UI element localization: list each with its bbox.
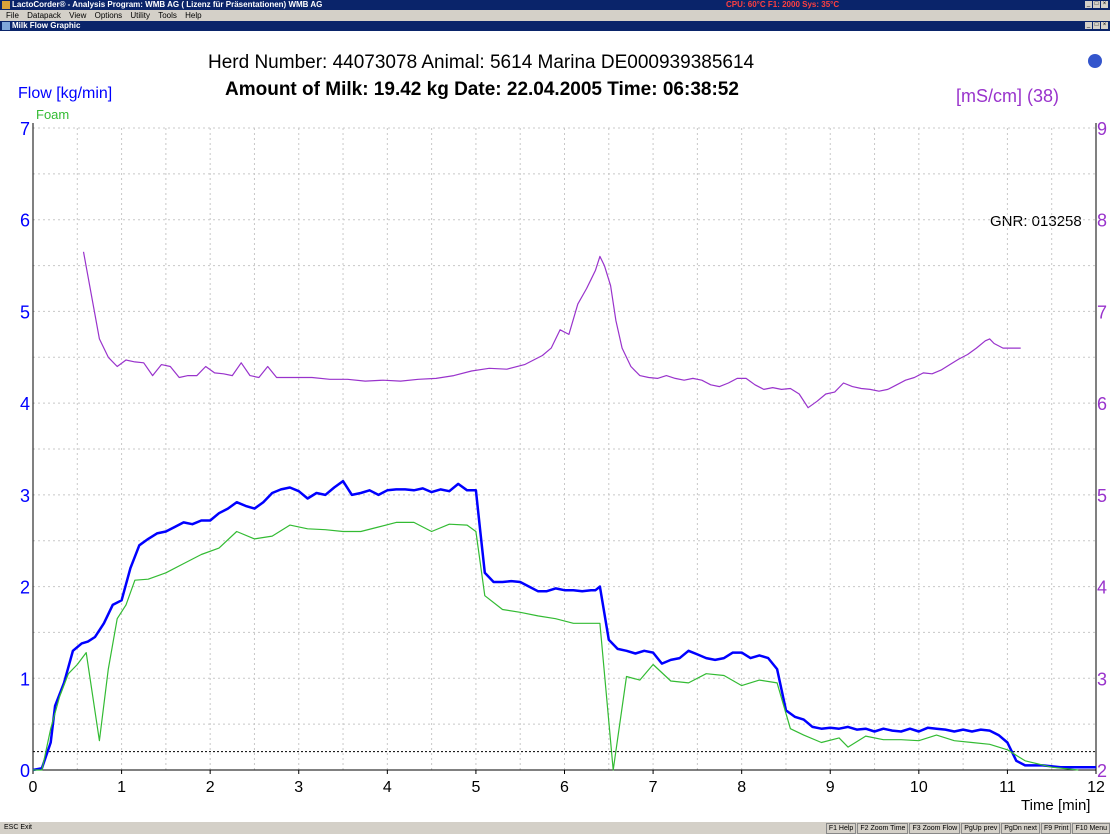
- x-axis-label: Time [min]: [1021, 797, 1091, 814]
- logo-icon: [1088, 54, 1102, 68]
- window-controls: _ □ ×: [1085, 1, 1108, 8]
- y2-tick-label: 2: [1097, 761, 1107, 781]
- y2-tick-label: 8: [1097, 211, 1107, 231]
- series-line-flow: [32, 479, 1096, 772]
- fkey-zoom-flow[interactable]: F3 Zoom Flow: [909, 823, 961, 834]
- y-tick-label: 1: [20, 669, 30, 689]
- menu-datapack[interactable]: Datapack: [27, 11, 61, 20]
- herd-animal-info: Herd Number: 44073078 Animal: 5614 Marin…: [208, 52, 755, 73]
- subwindow-controls: _ □ ×: [1085, 22, 1108, 29]
- fkey-menu[interactable]: F10 Menu: [1072, 823, 1110, 834]
- y-tick-label: 5: [20, 302, 30, 322]
- x-tick-label: 12: [1087, 779, 1105, 796]
- menu-tools[interactable]: Tools: [158, 11, 177, 20]
- close-button[interactable]: ×: [1101, 1, 1108, 8]
- minimize-button[interactable]: _: [1085, 1, 1092, 8]
- y2-tick-label: 3: [1097, 669, 1107, 689]
- foam-label: Foam: [36, 107, 70, 122]
- y-tick-label: 6: [20, 211, 30, 231]
- status-bar: ESC Exit F1 Help F2 Zoom Time F3 Zoom Fl…: [0, 822, 1110, 834]
- flow-axis-label: Flow [kg/min]: [18, 85, 113, 102]
- y-tick-label: 3: [20, 486, 30, 506]
- y2-tick-label: 6: [1097, 394, 1107, 414]
- y-tick-label: 2: [20, 578, 30, 598]
- x-tick-label: 3: [294, 779, 303, 796]
- fkey-zoom-time[interactable]: F2 Zoom Time: [857, 823, 909, 834]
- sub-minimize-button[interactable]: _: [1085, 22, 1092, 29]
- menu-file[interactable]: File: [6, 11, 19, 20]
- milk-summary: Amount of Milk: 19.42 kg Date: 22.04.200…: [225, 79, 739, 100]
- app-titlebar: LactoCorder® - Analysis Program: WMB AG …: [0, 0, 1110, 10]
- app-icon: [2, 1, 10, 9]
- y2-tick-label: 4: [1097, 578, 1107, 598]
- y2-tick-label: 5: [1097, 486, 1107, 506]
- fkey-help[interactable]: F1 Help: [825, 823, 857, 834]
- x-tick-label: 2: [206, 779, 215, 796]
- app-title: LactoCorder® - Analysis Program: WMB AG …: [12, 0, 323, 9]
- fkey-print[interactable]: F9 Print: [1040, 823, 1072, 834]
- y-tick-label: 0: [20, 761, 30, 781]
- x-tick-label: 5: [471, 779, 480, 796]
- menu-bar: File Datapack View Options Utility Tools…: [0, 10, 1110, 21]
- x-tick-label: 1: [117, 779, 126, 796]
- subwindow-title: Milk Flow Graphic: [12, 21, 81, 30]
- fkey-prev[interactable]: PgUp prev: [961, 823, 1001, 834]
- fkey-next[interactable]: PgDn next: [1001, 823, 1040, 834]
- conductivity-axis-label: [mS/cm] (38): [956, 86, 1060, 106]
- x-tick-label: 11: [999, 779, 1016, 796]
- x-tick-label: 0: [29, 779, 38, 796]
- esc-exit-label[interactable]: ESC Exit: [4, 824, 33, 831]
- system-status: CPU: 60°C F1: 2000 Sys: 35°C: [726, 0, 840, 9]
- menu-help[interactable]: Help: [185, 11, 202, 20]
- y2-tick-label: 7: [1097, 302, 1107, 322]
- series-line-conductivity: [82, 251, 1021, 409]
- x-tick-label: 9: [826, 779, 835, 796]
- x-tick-label: 6: [560, 779, 569, 796]
- y2-tick-label: 9: [1097, 119, 1107, 139]
- gnr-label: GNR: 013258: [990, 213, 1082, 230]
- menu-utility[interactable]: Utility: [130, 11, 150, 20]
- series-line-foam: [33, 521, 1079, 771]
- x-tick-label: 7: [649, 779, 658, 796]
- subwindow-titlebar: Milk Flow Graphic _ □ ×: [0, 21, 1110, 31]
- subwindow-icon: [2, 22, 10, 30]
- x-tick-label: 10: [910, 779, 928, 796]
- sub-close-button[interactable]: ×: [1101, 22, 1108, 29]
- menu-options[interactable]: Options: [94, 11, 123, 20]
- maximize-button[interactable]: □: [1093, 1, 1100, 8]
- function-keys: F1 Help F2 Zoom Time F3 Zoom Flow PgUp p…: [825, 823, 1110, 834]
- menu-view[interactable]: View: [69, 11, 87, 20]
- x-tick-label: 8: [737, 779, 746, 796]
- sub-maximize-button[interactable]: □: [1093, 22, 1100, 29]
- y-tick-label: 4: [20, 394, 30, 414]
- x-tick-label: 4: [383, 779, 392, 796]
- y-tick-label: 7: [20, 119, 30, 139]
